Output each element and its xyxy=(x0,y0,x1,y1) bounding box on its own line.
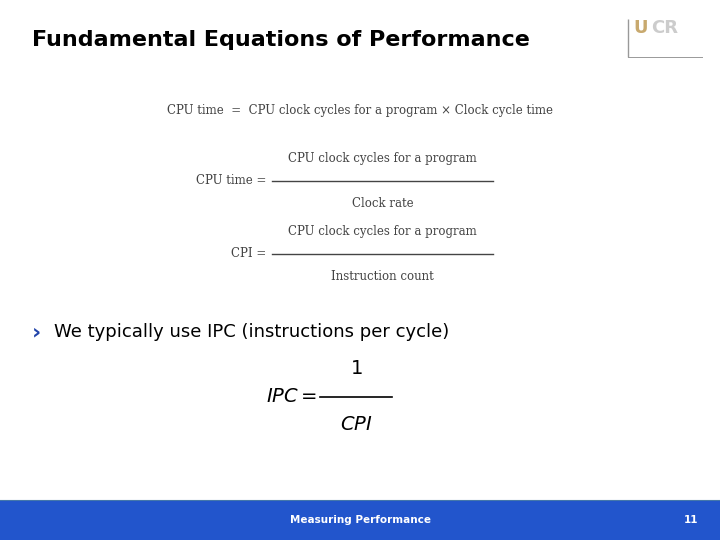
Text: 11: 11 xyxy=(684,515,698,525)
Text: CPU clock cycles for a program: CPU clock cycles for a program xyxy=(288,152,477,165)
Text: CPI =: CPI = xyxy=(231,247,270,260)
Text: $CPI$: $CPI$ xyxy=(340,416,373,434)
Text: CR: CR xyxy=(652,19,679,37)
Text: Measuring Performance: Measuring Performance xyxy=(289,515,431,525)
Text: Instruction count: Instruction count xyxy=(331,270,434,283)
Bar xyxy=(0,500,720,540)
Text: ›: › xyxy=(32,322,40,342)
Text: $IPC = $: $IPC = $ xyxy=(266,388,317,406)
Text: $1$: $1$ xyxy=(350,360,363,378)
Text: Clock rate: Clock rate xyxy=(352,197,413,210)
Text: We typically use IPC (instructions per cycle): We typically use IPC (instructions per c… xyxy=(54,323,449,341)
Text: U: U xyxy=(634,19,648,37)
Text: Fundamental Equations of Performance: Fundamental Equations of Performance xyxy=(32,30,530,50)
Text: CPU time  =  CPU clock cycles for a program × Clock cycle time: CPU time = CPU clock cycles for a progra… xyxy=(167,104,553,117)
Text: CPU clock cycles for a program: CPU clock cycles for a program xyxy=(288,225,477,238)
Text: CPU time =: CPU time = xyxy=(196,174,270,187)
